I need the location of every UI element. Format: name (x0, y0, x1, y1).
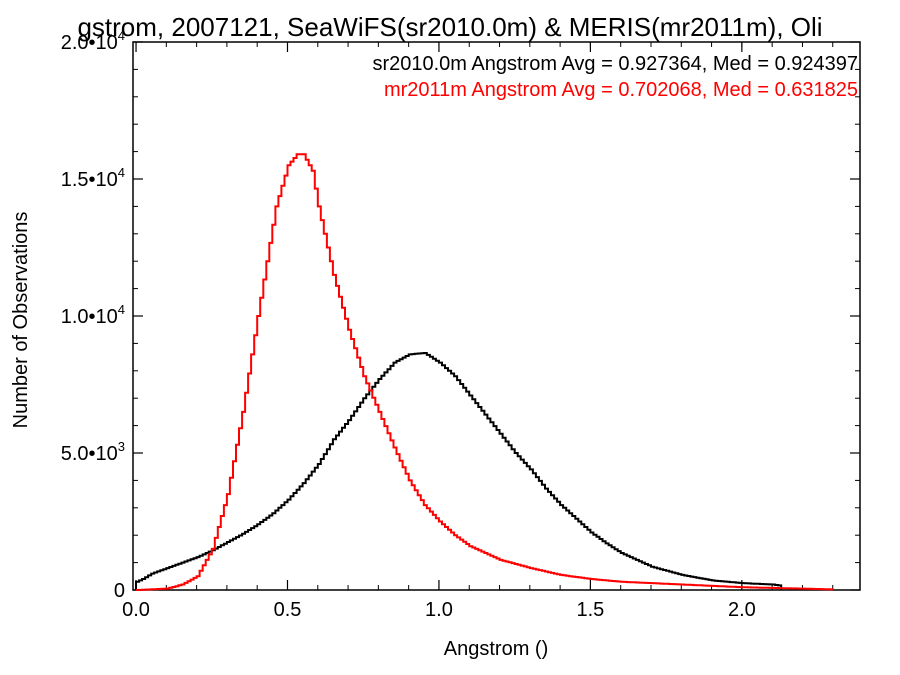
x-axis: 0.0 0.5 1.0 1.5 2.0 (122, 42, 834, 621)
y-tick-label: 5.0•103 (61, 439, 125, 465)
y-tick-label: 2.0•104 (61, 28, 125, 54)
y-tick-mantissa: 1.0•10 (61, 306, 118, 328)
x-tick-label: 0.0 (122, 599, 150, 621)
x-tick-label: 0.5 (274, 599, 302, 621)
series-lines (135, 153, 834, 591)
y-tick-exponent: 4 (118, 165, 125, 180)
y-tick-exponent: 4 (118, 302, 125, 317)
x-axis-label: Angstrom () (444, 638, 548, 660)
series-line-0 (135, 352, 783, 590)
legend-entry-1: mr2011m Angstrom Avg = 0.702068, Med = 0… (384, 79, 858, 101)
y-tick-mantissa: 2.0•10 (61, 32, 118, 54)
chart-title: gstrom, 2007121, SeaWiFS(sr2010.0m) & ME… (77, 12, 822, 42)
y-tick-label: 0 (114, 580, 125, 602)
x-tick-label: 1.5 (576, 599, 604, 621)
series-line-1 (136, 153, 834, 591)
y-tick-label: 1.0•104 (61, 302, 125, 328)
y-tick-exponent: 4 (118, 28, 125, 43)
y-tick-mantissa: 5.0•10 (61, 443, 118, 465)
x-tick-label: 2.0 (728, 599, 756, 621)
y-axis-label: Number of Observations (10, 212, 32, 429)
y-tick-mantissa: 0 (114, 580, 125, 602)
plot-frame (132, 41, 861, 591)
legend-entry-0: sr2010.0m Angstrom Avg = 0.927364, Med =… (372, 53, 858, 75)
y-tick-label: 1.5•104 (61, 165, 125, 191)
legend: sr2010.0m Angstrom Avg = 0.927364, Med =… (372, 53, 858, 101)
x-tick-label: 1.0 (425, 599, 453, 621)
y-tick-mantissa: 1.5•10 (61, 169, 118, 191)
y-tick-exponent: 3 (118, 439, 125, 454)
